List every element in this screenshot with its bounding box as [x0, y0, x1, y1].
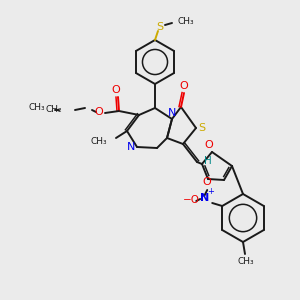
Text: O: O — [94, 107, 103, 117]
Text: −O: −O — [183, 195, 200, 205]
Text: N: N — [200, 193, 209, 203]
Text: CH₃: CH₃ — [177, 16, 194, 26]
Text: H: H — [204, 156, 212, 166]
Text: O: O — [180, 81, 188, 91]
Text: CH₃: CH₃ — [238, 257, 254, 266]
Text: N: N — [168, 108, 176, 118]
Text: N: N — [127, 142, 135, 152]
Text: CH₃: CH₃ — [90, 137, 107, 146]
Text: O: O — [205, 140, 213, 150]
Text: S: S — [156, 22, 164, 32]
Text: +: + — [207, 188, 214, 196]
Text: S: S — [198, 123, 206, 133]
Text: CH₂: CH₂ — [45, 104, 62, 113]
Text: CH₃: CH₃ — [28, 103, 45, 112]
Text: O: O — [203, 177, 212, 187]
Text: O: O — [112, 85, 120, 95]
